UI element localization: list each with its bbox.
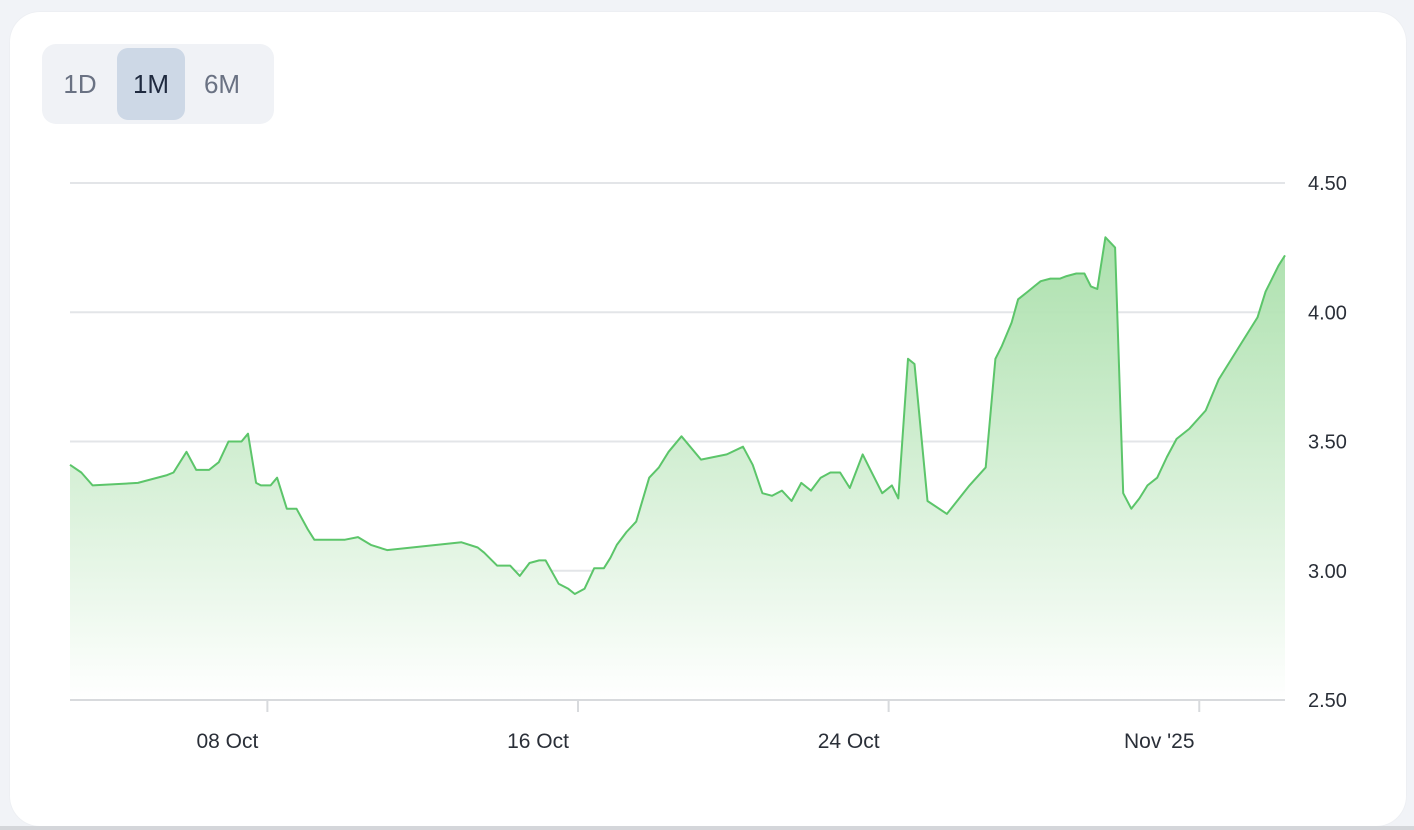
range-6m-button[interactable]: 6M [203,68,241,99]
range-1m-button[interactable]: 1M [117,48,185,120]
time-range-selector: 1D 1M 6M [42,44,274,124]
y-tick-label: 2.50 [1308,690,1347,712]
y-tick-label: 3.50 [1308,432,1347,454]
series-area [70,237,1285,701]
page-bottom-strip [0,826,1414,830]
range-1d-button[interactable]: 1D [63,68,97,99]
x-tick-label: 08 Oct [196,730,258,753]
y-tick-label: 4.00 [1308,302,1347,324]
x-tick-label: Nov '25 [1124,730,1195,753]
x-tick-label: 24 Oct [818,730,880,753]
series-line [69,236,1286,595]
x-tick-label: 16 Oct [507,730,569,753]
y-tick-label: 4.50 [1308,173,1347,195]
y-tick-label: 3.00 [1308,561,1347,583]
